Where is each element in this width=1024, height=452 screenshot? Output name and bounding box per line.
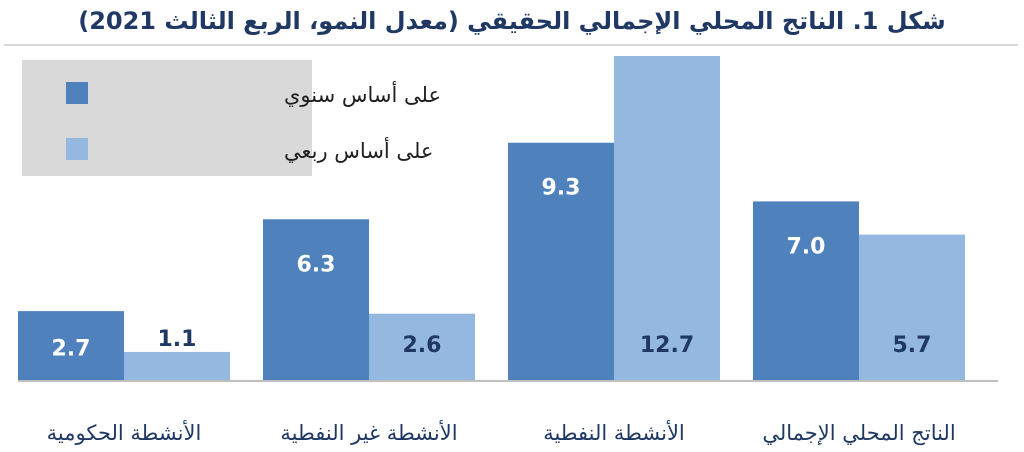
bars-layer: 2.7 1.1 الأنشطة الحكومية 6.3 2.6 الأنشطة غير … — [18, 56, 965, 445]
legend-swatch-annual — [66, 82, 88, 104]
data-label-annual-0: 2.7 — [52, 337, 91, 362]
data-label-quarterly-0: 1.1 — [158, 327, 197, 352]
data-label-quarterly-3: 5.7 — [893, 333, 932, 358]
data-label-quarterly-1: 2.6 — [403, 333, 442, 358]
chart-title: شكل 1. الناتج المحلي الإجمالي الحقيقي (م… — [78, 7, 946, 35]
data-label-annual-3: 7.0 — [787, 234, 826, 259]
bar-quarterly-2 — [614, 56, 720, 380]
category-label-1: الأنشطة غير النفطية — [280, 420, 457, 445]
legend-swatch-quarterly — [66, 138, 88, 160]
bar-annual-0 — [18, 311, 124, 380]
data-label-quarterly-2: 12.7 — [640, 333, 694, 358]
data-label-annual-2: 9.3 — [542, 176, 581, 201]
bar-quarterly-0 — [124, 351, 230, 380]
bar-annual-2 — [508, 142, 614, 380]
bar-annual-3 — [753, 201, 859, 380]
category-label-2: الأنشطة النفطية — [543, 420, 685, 445]
legend-label-annual: على أساس سنوي — [284, 81, 441, 107]
category-label-0: الأنشطة الحكومية — [47, 420, 202, 445]
legend: على أساس سنوي على أساس ربعي — [22, 60, 441, 176]
legend-label-quarterly: على أساس ربعي — [284, 137, 433, 163]
title-divider — [4, 44, 1018, 46]
category-label-3: الناتج المحلي الإجمالي — [762, 421, 955, 445]
bar-quarterly-3 — [859, 234, 965, 380]
legend-background — [22, 60, 312, 176]
data-label-annual-1: 6.3 — [297, 252, 336, 277]
bar-quarterly-1 — [369, 313, 475, 380]
bar-annual-1 — [263, 219, 369, 380]
